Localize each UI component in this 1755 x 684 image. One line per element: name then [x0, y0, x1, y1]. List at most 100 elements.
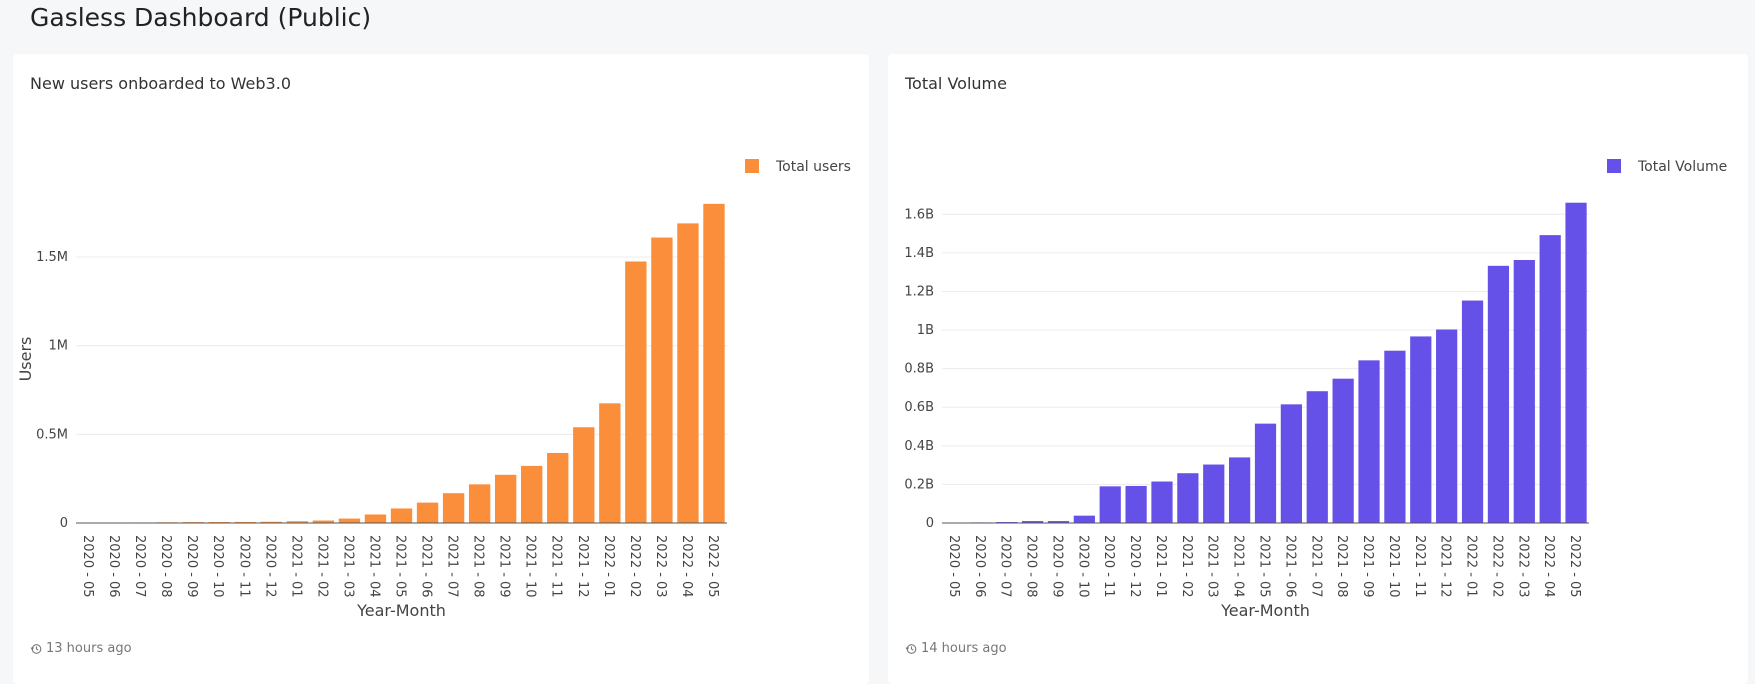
users-chart-footer: 13 hours ago	[30, 641, 132, 656]
x-axis-title: Year-Month	[356, 601, 446, 620]
bar	[312, 520, 335, 523]
volume-chart-card: Total Volume 0 0.2B 0.4B 0.6B 0.8B 1B 1.2B 1.4B…	[888, 54, 1748, 684]
x-tick-label: 2021 - 01	[1153, 535, 1168, 598]
x-tick-label: 2021 - 09	[497, 535, 512, 598]
y-tick-label: 1.4B	[904, 246, 934, 261]
x-tick-label: 2020 - 11	[236, 535, 251, 598]
bar	[1151, 481, 1173, 523]
bar	[625, 261, 647, 523]
bar	[703, 203, 725, 523]
x-tick-label: 2021 - 01	[288, 535, 303, 598]
x-tick-label: 2021 - 06	[419, 535, 434, 598]
x-tick-label: 2020 - 05	[80, 535, 95, 598]
x-tick-label: 2020 - 07	[132, 535, 147, 598]
x-tick-label: 2021 - 04	[366, 535, 381, 598]
x-tick-label: 2020 - 11	[1101, 535, 1116, 598]
y-tick-label: 1.2B	[904, 284, 934, 299]
y-tick-label: 0	[60, 516, 68, 531]
x-axis-title: Year-Month	[1220, 601, 1310, 620]
history-icon	[30, 643, 42, 654]
x-tick-label: 2021 - 07	[445, 535, 460, 598]
users-chart-updated: 13 hours ago	[46, 641, 132, 656]
y-tick-label: 1.5M	[36, 250, 68, 265]
x-tick-label: 2020 - 12	[262, 535, 277, 598]
users-chart-title: New users onboarded to Web3.0	[30, 74, 291, 93]
bar	[416, 502, 439, 523]
x-tick-label: 2020 - 09	[184, 535, 199, 598]
bar	[1565, 202, 1587, 523]
x-tick-label: 2020 - 06	[972, 535, 987, 598]
history-icon	[905, 643, 917, 654]
y-tick-label: 0	[926, 516, 934, 531]
x-tick-label: 2021 - 07	[1308, 535, 1323, 598]
x-tick-label: 2021 - 10	[523, 535, 538, 598]
x-tick-label: 2021 - 11	[549, 535, 564, 598]
bar	[1125, 485, 1147, 523]
y-tick-label: 0.2B	[904, 477, 934, 492]
x-tick-label: 2022 - 01	[1464, 535, 1479, 598]
y-tick-label: 1M	[49, 339, 69, 354]
y-tick-label: 1.6B	[904, 207, 934, 222]
legend-label: Total users	[775, 159, 851, 175]
bar	[1410, 336, 1432, 523]
x-tick-label: 2022 - 01	[601, 535, 616, 598]
x-tick-label: 2021 - 12	[575, 535, 590, 598]
x-tick-label: 2022 - 02	[1489, 535, 1504, 598]
y-axis-title: Users	[16, 337, 35, 382]
bar	[364, 514, 387, 523]
bar	[442, 493, 465, 523]
bar	[547, 452, 569, 523]
x-tick-label: 2020 - 10	[1075, 535, 1090, 598]
x-tick-label: 2021 - 06	[1282, 535, 1297, 598]
bar	[1513, 260, 1535, 523]
users-chart-card: New users onboarded to Web3.0 0 0.5M 1M 1.5…	[13, 54, 869, 684]
page-title: Gasless Dashboard (Public)	[30, 3, 372, 32]
bar	[390, 508, 413, 523]
x-tick-label: 2020 - 08	[158, 535, 173, 598]
bar	[234, 521, 256, 523]
bar	[573, 427, 595, 523]
y-tick-label: 1B	[917, 323, 934, 338]
bar	[1358, 360, 1380, 523]
x-tick-label: 2021 - 03	[340, 535, 355, 598]
bar	[338, 518, 361, 523]
users-bar-chart: 0 0.5M 1M 1.5M 2020 - 05 2020 - 06 2020 - 07 20…	[16, 159, 851, 620]
y-tick-label: 0.4B	[904, 439, 934, 454]
x-tick-label: 2021 - 11	[1412, 535, 1427, 598]
volume-bar-chart: 0 0.2B 0.4B 0.6B 0.8B 1B 1.2B 1.4B 1.6B 2020 - 05…	[904, 159, 1727, 620]
x-tick-label: 2020 - 12	[1127, 535, 1142, 598]
x-tick-label: 2020 - 08	[1024, 535, 1039, 598]
legend-swatch	[1607, 159, 1621, 173]
x-tick-label: 2021 - 05	[393, 535, 408, 598]
legend-swatch	[745, 159, 759, 173]
x-tick-label: 2021 - 08	[1334, 535, 1349, 598]
x-tick-label: 2022 - 04	[679, 535, 694, 598]
x-tick-label: 2020 - 09	[1049, 535, 1064, 598]
bar	[260, 521, 282, 523]
legend-label: Total Volume	[1637, 159, 1727, 175]
bar	[1539, 235, 1561, 523]
x-tick-label: 2021 - 09	[1360, 535, 1375, 598]
bar	[1384, 350, 1406, 523]
bar	[286, 521, 309, 523]
volume-chart-title: Total Volume	[905, 74, 1007, 93]
bar	[521, 465, 543, 523]
bar	[1229, 457, 1251, 523]
x-tick-label: 2021 - 02	[1179, 535, 1194, 598]
bar	[1203, 464, 1225, 523]
x-tick-label: 2021 - 05	[1257, 535, 1272, 598]
x-tick-label: 2021 - 10	[1386, 535, 1401, 598]
x-tick-label: 2021 - 02	[314, 535, 329, 598]
volume-chart-updated: 14 hours ago	[921, 641, 1007, 656]
y-tick-label: 0.6B	[904, 400, 934, 415]
x-tick-label: 2020 - 06	[106, 535, 121, 598]
bar	[1487, 265, 1510, 523]
x-tick-label: 2020 - 05	[946, 535, 961, 598]
bar	[677, 223, 699, 524]
x-tick-label: 2022 - 02	[627, 535, 642, 598]
bar	[1177, 473, 1199, 523]
x-tick-label: 2022 - 04	[1541, 535, 1556, 598]
y-tick-label: 0.8B	[904, 362, 934, 377]
x-tick-label: 2021 - 04	[1231, 535, 1246, 598]
x-tick-label: 2021 - 08	[471, 535, 486, 598]
